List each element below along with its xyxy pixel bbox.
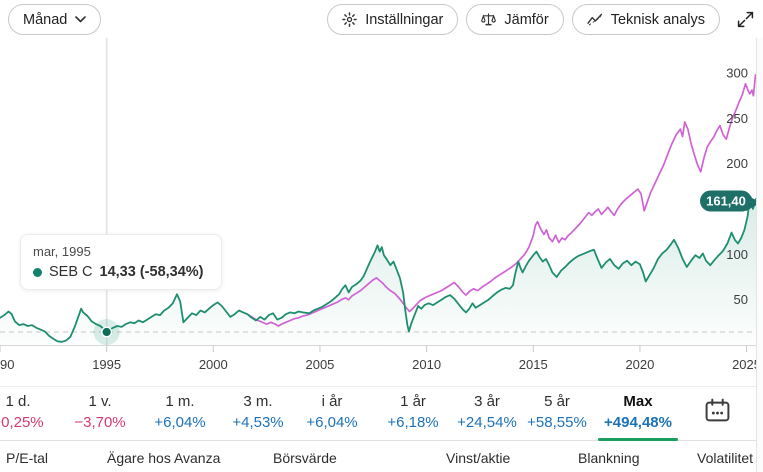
chart-tooltip: mar, 1995 SEB C 14,33 (-58,34%) <box>20 234 222 290</box>
svg-text:2020: 2020 <box>625 357 654 372</box>
period-selector: 1 d. −0,25% 1 v. −3,70% 1 m. +6,04% 3 m.… <box>0 386 763 441</box>
series-color-dot <box>33 267 42 277</box>
svg-text:50: 50 <box>734 292 748 307</box>
svg-text:2015: 2015 <box>519 357 548 372</box>
compare-button[interactable]: Jämför <box>466 4 564 35</box>
compare-scale-icon <box>481 13 497 26</box>
price-chart[interactable]: 1990 1995 2000 2005 2010 2015 2020 2025 50 100 200… <box>0 38 763 387</box>
technical-analysis-button[interactable]: Teknisk analys <box>571 4 720 35</box>
svg-text:2000: 2000 <box>199 357 228 372</box>
stat-owners-label: Ägare hos Avanza <box>107 450 221 466</box>
period-1d[interactable]: 1 d. −0,25% <box>0 392 60 433</box>
custom-date-range-button[interactable] <box>700 396 734 430</box>
stat-marketcap-label: Börsvärde <box>273 450 337 466</box>
period-5y[interactable]: 5 år +58,55% <box>515 392 599 433</box>
svg-text:161,40: 161,40 <box>706 194 746 209</box>
stat-pe-label: P/E-tal <box>6 450 49 466</box>
tooltip-value: 14,33 (-58,34%) <box>99 264 204 280</box>
svg-text:300: 300 <box>726 65 748 80</box>
technical-analysis-button-label: Teknisk analys <box>610 11 705 28</box>
panel-edge-divider <box>756 0 757 472</box>
interval-dropdown-label: Månad <box>23 11 68 28</box>
period-ytd[interactable]: i år +6,04% <box>290 392 374 433</box>
expand-icon <box>737 11 754 28</box>
period-1y[interactable]: 1 år +6,18% <box>371 392 455 433</box>
tooltip-series-name: SEB C <box>49 264 93 280</box>
chart-toolbar: Månad Inställningar <box>0 0 763 38</box>
tooltip-series-row: SEB C 14,33 (-58,34%) <box>33 264 209 280</box>
settings-button[interactable]: Inställningar <box>327 4 459 35</box>
compare-button-label: Jämför <box>504 11 549 28</box>
stat-volatility-label: Volatilitet <box>697 450 754 466</box>
svg-text:1995: 1995 <box>92 357 121 372</box>
period-max[interactable]: Max +494,48% <box>596 392 680 441</box>
svg-text:2005: 2005 <box>305 357 334 372</box>
svg-text:250: 250 <box>726 111 748 126</box>
chevron-down-icon <box>75 16 87 23</box>
period-3y[interactable]: 3 år +24,54% <box>445 392 529 433</box>
gear-icon <box>342 12 357 27</box>
technical-analysis-icon <box>587 13 602 26</box>
svg-text:2010: 2010 <box>412 357 441 372</box>
period-3m[interactable]: 3 m. +4,53% <box>216 392 300 433</box>
interval-dropdown[interactable]: Månad <box>8 4 102 35</box>
toolbar-right-group: Inställningar Jämför <box>327 4 757 35</box>
chart-plot[interactable]: 1990 1995 2000 2005 2010 2015 2020 2025 50 100 200… <box>0 38 763 386</box>
period-1m[interactable]: 1 m. +6,04% <box>138 392 222 433</box>
expand-chart-button[interactable] <box>734 4 757 35</box>
stat-short-label: Blankning <box>578 450 640 466</box>
svg-text:2025: 2025 <box>732 357 761 372</box>
calendar-icon <box>705 398 729 422</box>
svg-text:100: 100 <box>726 247 748 262</box>
panel-edge-strip <box>757 0 763 472</box>
period-1v[interactable]: 1 v. −3,70% <box>58 392 142 433</box>
key-stats-header-row: P/E-tal Ägare hos Avanza Börsvärde Vinst… <box>0 441 763 472</box>
tooltip-date: mar, 1995 <box>33 244 91 259</box>
svg-text:200: 200 <box>726 156 748 171</box>
stat-eps-label: Vinst/aktie <box>446 450 511 466</box>
svg-text:1990: 1990 <box>0 357 14 372</box>
settings-button-label: Inställningar <box>365 11 444 28</box>
